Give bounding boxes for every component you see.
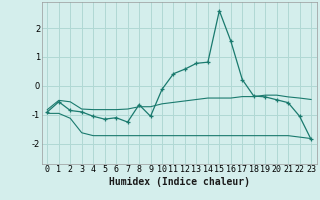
X-axis label: Humidex (Indice chaleur): Humidex (Indice chaleur)	[109, 177, 250, 187]
